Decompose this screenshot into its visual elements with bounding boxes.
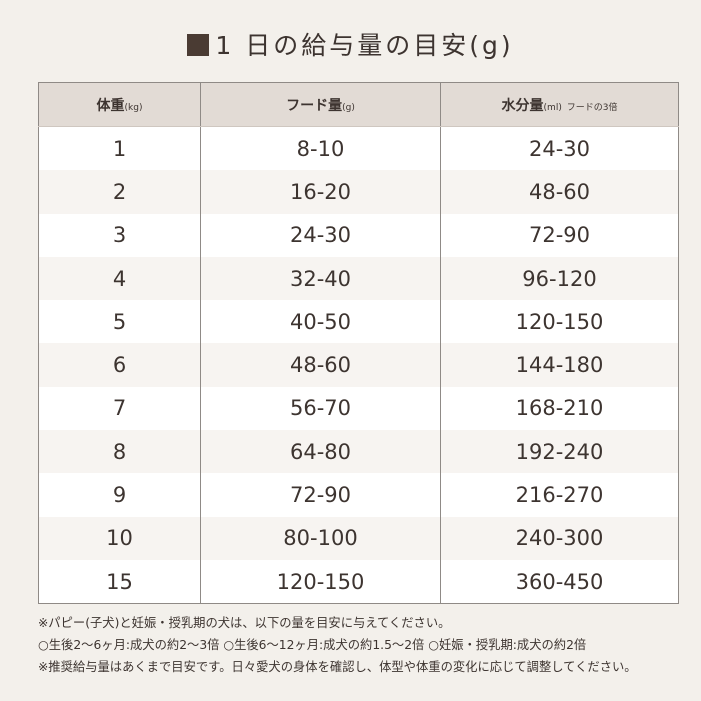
cell-food: 80-100 bbox=[200, 516, 441, 560]
cell-weight: 5 bbox=[38, 300, 201, 344]
cell-weight: 10 bbox=[38, 516, 201, 560]
footnotes: ※パピー(子犬)と妊娠・授乳期の犬は、以下の量を目安に与えてください。 ○生後2… bbox=[38, 612, 637, 678]
cell-water: 72-90 bbox=[440, 213, 679, 257]
cell-weight: 8 bbox=[38, 430, 201, 474]
cell-weight: 6 bbox=[38, 343, 201, 387]
cell-water: 168-210 bbox=[440, 386, 679, 431]
cell-water: 96-120 bbox=[440, 256, 679, 301]
cell-food: 56-70 bbox=[200, 386, 441, 431]
cell-weight: 1 bbox=[38, 126, 201, 171]
table-row: 5 40-50 120-150 bbox=[38, 300, 679, 344]
cell-water: 24-30 bbox=[440, 126, 679, 171]
cell-weight: 2 bbox=[38, 170, 201, 214]
cell-food: 72-90 bbox=[200, 473, 441, 517]
table-row: 9 72-90 216-270 bbox=[38, 473, 679, 517]
note-disclaimer: ※推奨給与量はあくまで目安です。日々愛犬の身体を確認し、体型や体重の変化に応じて… bbox=[38, 660, 637, 674]
cell-food: 40-50 bbox=[200, 300, 441, 344]
table-row: 2 16-20 48-60 bbox=[38, 170, 679, 214]
square-bullet-icon bbox=[187, 34, 210, 56]
cell-food: 64-80 bbox=[200, 430, 441, 474]
table-row: 1 8-10 24-30 bbox=[38, 126, 679, 171]
header-water: 水分量(ml) フードの3倍 bbox=[440, 82, 679, 127]
cell-weight: 4 bbox=[38, 256, 201, 301]
cell-water: 192-240 bbox=[440, 430, 679, 474]
cell-weight: 7 bbox=[38, 386, 201, 431]
cell-water: 120-150 bbox=[440, 300, 679, 344]
title-text: 1 日の給与量の目安(g) bbox=[215, 31, 514, 60]
table-row: 6 48-60 144-180 bbox=[38, 343, 679, 387]
cell-water: 48-60 bbox=[440, 170, 679, 214]
table-row: 4 32-40 96-120 bbox=[38, 256, 679, 301]
cell-weight: 15 bbox=[38, 559, 201, 604]
cell-food: 8-10 bbox=[200, 126, 441, 171]
cell-water: 216-270 bbox=[440, 473, 679, 517]
cell-food: 16-20 bbox=[200, 170, 441, 214]
table-row: 15 120-150 360-450 bbox=[38, 559, 679, 604]
header-food: フード量(g) bbox=[200, 82, 441, 127]
page-title: 1 日の給与量の目安(g) bbox=[0, 26, 701, 62]
table-row: 3 24-30 72-90 bbox=[38, 213, 679, 257]
cell-water: 360-450 bbox=[440, 559, 679, 604]
table-row: 8 64-80 192-240 bbox=[38, 430, 679, 474]
cell-water: 144-180 bbox=[440, 343, 679, 387]
cell-weight: 9 bbox=[38, 473, 201, 517]
feeding-table: 体重(kg) フード量(g) 水分量(ml) フードの3倍 1 8-10 24-30… bbox=[38, 82, 679, 605]
note-multipliers: ○生後2〜6ヶ月:成犬の約2〜3倍 ○生後6〜12ヶ月:成犬の約1.5〜2倍 ○… bbox=[38, 638, 587, 652]
cell-food: 48-60 bbox=[200, 343, 441, 387]
table-row: 7 56-70 168-210 bbox=[38, 386, 679, 431]
table-header-row: 体重(kg) フード量(g) 水分量(ml) フードの3倍 bbox=[38, 82, 679, 127]
header-weight: 体重(kg) bbox=[38, 82, 201, 127]
cell-food: 120-150 bbox=[200, 559, 441, 604]
cell-weight: 3 bbox=[38, 213, 201, 257]
cell-water: 240-300 bbox=[440, 516, 679, 560]
note-puppy: ※パピー(子犬)と妊娠・授乳期の犬は、以下の量を目安に与えてください。 bbox=[38, 616, 451, 630]
cell-food: 32-40 bbox=[200, 256, 441, 301]
table-row: 10 80-100 240-300 bbox=[38, 516, 679, 560]
cell-food: 24-30 bbox=[200, 213, 441, 257]
